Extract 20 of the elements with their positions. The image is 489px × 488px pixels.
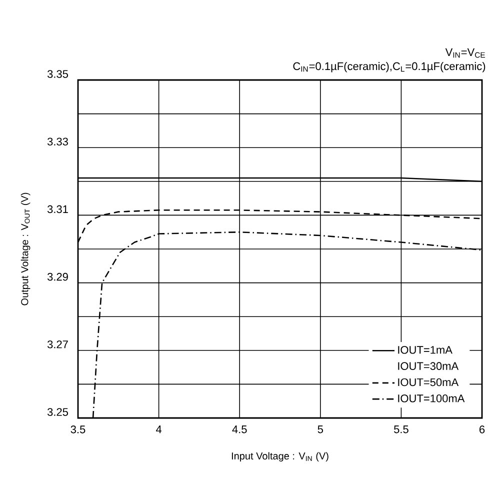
x-axis-title: Input Voltage : V$_{IN}$ (V) [232, 452, 328, 462]
y-tick-label: 3.31 [47, 205, 68, 214]
text: C$_{IN}$=0.1µF(ceramic),C$_{L}$=0.1µF(ceramic) [293, 62, 486, 72]
y-axis-title: Output Voltage : V$_{OUT}$ (V) [20, 192, 30, 306]
x-tick-label: 4.5 [232, 426, 247, 434]
legend-label: IOUT=1mA [398, 346, 452, 354]
y-tick-label: 3.35 [47, 70, 68, 78]
x-tick-label: 5 [318, 426, 323, 434]
text: IOUT=30mA [398, 362, 459, 370]
legend-label: IOUT=100mA [398, 394, 465, 402]
x-tick-label: 3.5 [70, 426, 86, 434]
y-tick-label: 3.25 [47, 408, 68, 416]
x-tick-label: 5.5 [394, 426, 408, 434]
x-tick-label: 4 [156, 426, 162, 434]
y-tick-label: 3.27 [47, 340, 68, 348]
y-tick-label: 3.33 [47, 138, 68, 146]
text: V$_{IN}$=V$_{CE}$ [445, 48, 485, 58]
x-tick-label: 6 [480, 426, 485, 434]
y-tick-label: 3.29 [47, 272, 68, 281]
legend-label: IOUT=50mA [398, 378, 459, 386]
